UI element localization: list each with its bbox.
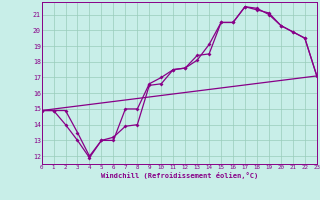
X-axis label: Windchill (Refroidissement éolien,°C): Windchill (Refroidissement éolien,°C): [100, 172, 258, 179]
